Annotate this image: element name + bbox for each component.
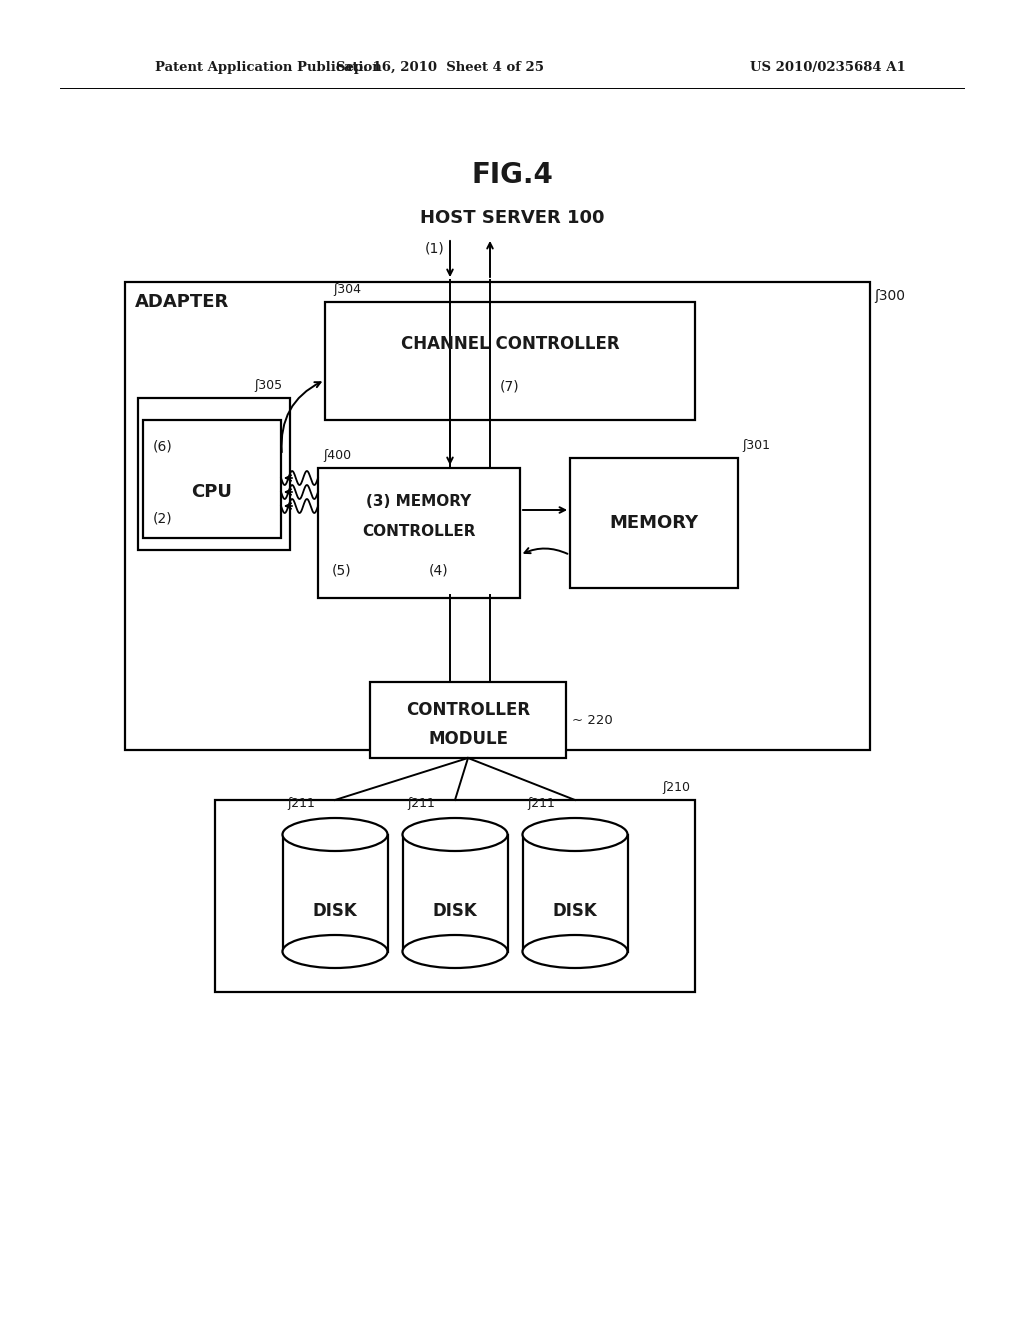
Text: CPU: CPU <box>191 483 232 502</box>
Text: ʃ211: ʃ211 <box>408 797 435 810</box>
Text: CONTROLLER: CONTROLLER <box>406 701 530 719</box>
Bar <box>370 682 566 758</box>
Ellipse shape <box>522 818 628 851</box>
Ellipse shape <box>402 935 508 968</box>
Text: MEMORY: MEMORY <box>609 513 698 532</box>
Bar <box>125 282 870 750</box>
Ellipse shape <box>402 818 508 851</box>
Ellipse shape <box>522 935 628 968</box>
Bar <box>143 420 281 539</box>
Bar <box>138 399 290 550</box>
Bar <box>283 834 387 952</box>
Text: (1): (1) <box>425 242 444 255</box>
Text: CHANNEL CONTROLLER: CHANNEL CONTROLLER <box>400 335 620 352</box>
Text: (6): (6) <box>153 440 173 453</box>
Ellipse shape <box>283 935 387 968</box>
Bar <box>215 800 695 993</box>
Text: US 2010/0235684 A1: US 2010/0235684 A1 <box>750 62 906 74</box>
Bar <box>325 302 695 420</box>
Text: ʃ300: ʃ300 <box>874 289 905 304</box>
Text: HOST SERVER 100: HOST SERVER 100 <box>420 209 604 227</box>
Bar <box>570 458 738 587</box>
Bar <box>522 834 628 952</box>
Text: (2): (2) <box>153 511 173 525</box>
Text: Sep. 16, 2010  Sheet 4 of 25: Sep. 16, 2010 Sheet 4 of 25 <box>336 62 544 74</box>
Text: ADAPTER: ADAPTER <box>135 293 229 312</box>
Text: (7): (7) <box>500 380 520 393</box>
Text: ʃ211: ʃ211 <box>527 797 555 810</box>
Text: FIG.4: FIG.4 <box>471 161 553 189</box>
Bar <box>318 469 520 598</box>
Ellipse shape <box>283 818 387 851</box>
Text: CONTROLLER: CONTROLLER <box>362 524 476 539</box>
Text: (5): (5) <box>332 564 351 578</box>
Text: ʃ304: ʃ304 <box>333 282 361 296</box>
Text: DISK: DISK <box>312 902 357 920</box>
Text: ʃ210: ʃ210 <box>662 781 690 795</box>
Text: DISK: DISK <box>432 902 477 920</box>
Text: MODULE: MODULE <box>428 730 508 748</box>
Text: ~ 220: ~ 220 <box>572 714 612 726</box>
Text: (4): (4) <box>429 564 449 578</box>
Text: DISK: DISK <box>553 902 597 920</box>
Text: ʃ301: ʃ301 <box>742 440 770 451</box>
Text: ʃ305: ʃ305 <box>254 379 282 392</box>
Text: ʃ400: ʃ400 <box>323 449 351 462</box>
Bar <box>402 834 508 952</box>
Text: ʃ211: ʃ211 <box>288 797 315 810</box>
Text: (3) MEMORY: (3) MEMORY <box>367 494 472 508</box>
Text: Patent Application Publication: Patent Application Publication <box>155 62 382 74</box>
